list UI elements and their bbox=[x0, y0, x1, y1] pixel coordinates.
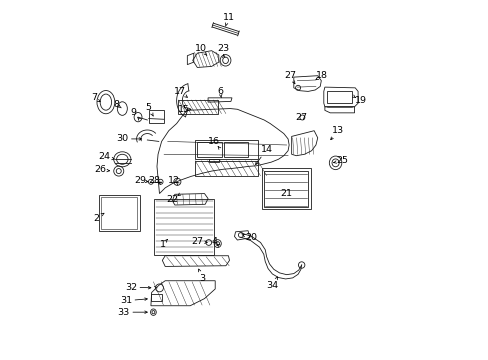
Bar bbox=[197, 142, 221, 157]
Bar bbox=[101, 197, 137, 229]
Text: 21: 21 bbox=[280, 189, 292, 198]
Text: 14: 14 bbox=[260, 145, 272, 154]
Bar bbox=[195, 140, 257, 159]
Text: 11: 11 bbox=[222, 13, 234, 22]
Bar bbox=[264, 171, 308, 207]
Bar bbox=[148, 110, 163, 123]
Text: 19: 19 bbox=[354, 96, 366, 105]
Text: 30: 30 bbox=[116, 134, 128, 143]
Text: 26: 26 bbox=[94, 166, 105, 175]
Text: 7: 7 bbox=[91, 93, 97, 102]
Text: 15: 15 bbox=[178, 105, 189, 114]
Text: 27: 27 bbox=[295, 113, 307, 122]
Text: 31: 31 bbox=[120, 296, 132, 305]
Text: 17: 17 bbox=[173, 87, 185, 96]
Polygon shape bbox=[326, 91, 351, 103]
Text: 1: 1 bbox=[160, 240, 166, 249]
Text: 34: 34 bbox=[266, 281, 278, 290]
Bar bbox=[261, 168, 310, 209]
Bar bbox=[154, 199, 214, 255]
Text: 12: 12 bbox=[167, 176, 180, 185]
Text: 10: 10 bbox=[195, 44, 206, 53]
Bar bbox=[99, 195, 140, 231]
Text: 29: 29 bbox=[134, 176, 146, 185]
Text: 4: 4 bbox=[211, 237, 217, 246]
Text: 5: 5 bbox=[145, 103, 151, 112]
Text: 16: 16 bbox=[208, 137, 220, 146]
Text: 6: 6 bbox=[217, 87, 223, 96]
Bar bbox=[195, 161, 257, 176]
Text: 2: 2 bbox=[93, 214, 99, 223]
Text: 28: 28 bbox=[148, 176, 160, 185]
Text: 18: 18 bbox=[316, 71, 328, 80]
Text: 32: 32 bbox=[124, 283, 137, 292]
Bar bbox=[178, 100, 217, 113]
Text: 24: 24 bbox=[98, 152, 110, 161]
Text: 25: 25 bbox=[336, 156, 348, 165]
Text: 8: 8 bbox=[113, 100, 119, 109]
Text: 9: 9 bbox=[130, 108, 136, 117]
Text: 20: 20 bbox=[244, 233, 256, 242]
Bar bbox=[224, 142, 247, 157]
Text: 3: 3 bbox=[199, 274, 205, 283]
Text: 22: 22 bbox=[166, 195, 178, 204]
Bar bbox=[151, 294, 162, 301]
Text: 27: 27 bbox=[284, 71, 296, 80]
Text: 27: 27 bbox=[191, 237, 203, 246]
Text: 13: 13 bbox=[331, 126, 344, 135]
Text: 23: 23 bbox=[217, 44, 229, 53]
Text: 33: 33 bbox=[118, 308, 130, 317]
Bar bbox=[208, 158, 219, 162]
